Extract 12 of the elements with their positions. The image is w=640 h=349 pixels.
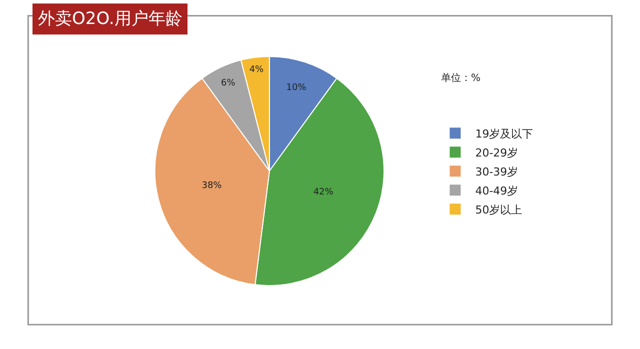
legend-label: 50岁以上 (475, 203, 522, 216)
data-label: 38% (202, 180, 222, 191)
data-label: 6% (220, 78, 236, 89)
legend-label: 20-29岁 (475, 146, 518, 160)
data-label: 10% (286, 82, 307, 93)
text: 单位：% (441, 72, 481, 84)
legend-label: 30-39岁 (475, 165, 518, 178)
data-label: 4% (249, 65, 264, 76)
data-label: 42% (313, 187, 334, 198)
legend-label: 40-49岁 (475, 184, 518, 198)
legend-label: 19岁及以下 (475, 127, 534, 140)
chart-title: 外卖O2O.用户年龄 (38, 9, 182, 29)
